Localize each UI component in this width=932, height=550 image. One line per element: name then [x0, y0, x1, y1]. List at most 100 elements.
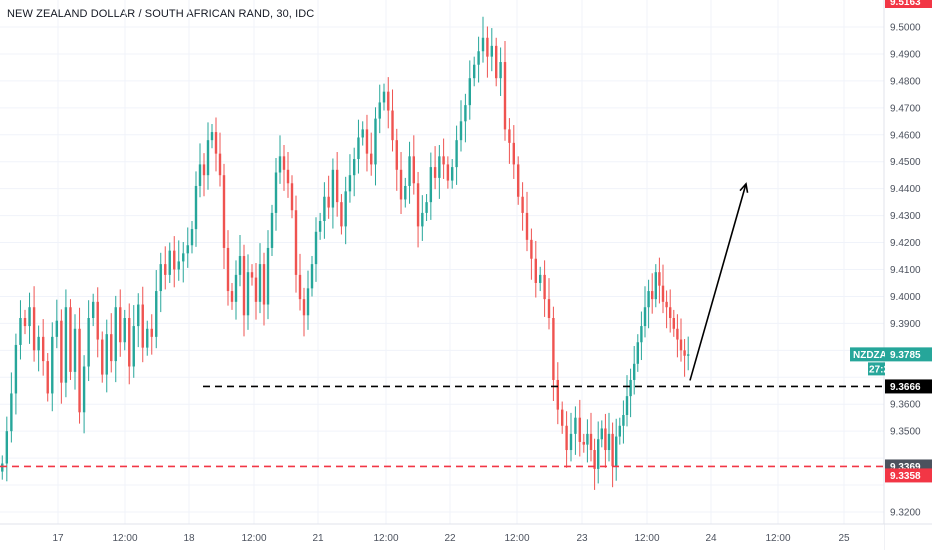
candle-body	[683, 350, 686, 356]
candle-body	[378, 102, 381, 119]
price-axis[interactable]: 9.5000 9.4900 9.4800 9.4700 9.4600 9.4500 9.44…	[850, 0, 932, 550]
x-tick-label: 12:00	[765, 533, 790, 544]
candle-body	[433, 167, 437, 178]
candle-body	[146, 328, 149, 348]
candle-body	[416, 183, 420, 227]
candle-body	[155, 291, 158, 337]
time-axis-bg	[0, 524, 884, 550]
candle-body	[556, 379, 559, 410]
candle-body	[202, 164, 206, 176]
candle-body	[404, 185, 407, 200]
candle-body	[128, 318, 131, 367]
x-tick-label: 12:00	[112, 533, 137, 544]
x-tick-label: 12:00	[241, 533, 266, 544]
candle-body	[218, 153, 222, 176]
candle-body	[586, 433, 589, 445]
candle-body	[310, 264, 314, 289]
candle-body	[186, 245, 189, 254]
candle-body	[499, 62, 502, 79]
candle-body	[534, 258, 537, 283]
candle-body	[451, 167, 454, 181]
candle-body	[286, 169, 290, 184]
candle-body	[340, 202, 343, 227]
symbol-badge-label: NZDZAR	[853, 350, 895, 361]
candle-body	[87, 318, 90, 367]
candle-body	[495, 45, 498, 79]
candle-body	[615, 436, 618, 467]
candle-body	[521, 196, 524, 213]
countdown-label: 27:27	[869, 364, 895, 375]
candle-body	[23, 318, 27, 327]
candle-body	[306, 288, 310, 316]
candle-body	[539, 274, 542, 283]
candle-body	[633, 363, 636, 380]
x-tick-label: 21	[312, 533, 324, 544]
y-tick-label: 9.4900	[890, 49, 921, 60]
candle-body	[442, 156, 445, 165]
candle-body	[651, 291, 654, 300]
candle-body	[78, 328, 81, 413]
candle-body	[190, 229, 194, 246]
level-badge-red	[885, 468, 932, 483]
candle-body	[101, 339, 104, 375]
candle-body	[37, 336, 40, 351]
candle-body	[278, 156, 282, 173]
candle-body	[318, 221, 322, 232]
time-axis[interactable]: 17 12:00 18 12:00 21 12:00 22 12:00 23 12:00 24 12:…	[0, 523, 932, 550]
level-label-gray: 9.3369	[890, 462, 921, 473]
candle-body	[589, 433, 593, 451]
candle-body	[141, 304, 144, 348]
candle-body	[150, 328, 153, 337]
candle-body	[73, 328, 77, 372]
x-tick-label: 17	[52, 533, 64, 544]
candle-body	[82, 366, 86, 413]
candle-body	[425, 202, 428, 213]
top-price-badge	[885, 0, 932, 8]
candle-body	[399, 169, 403, 200]
candle-body	[647, 291, 650, 308]
grid	[0, 0, 884, 524]
candle-body	[230, 291, 234, 302]
candle-body	[238, 256, 242, 275]
candle-body	[607, 433, 611, 451]
candle-body	[182, 253, 185, 262]
candle-body	[132, 326, 135, 367]
candle-body	[242, 256, 246, 316]
candle-body	[455, 140, 458, 168]
candle-body	[481, 37, 485, 52]
candle-body	[361, 129, 364, 138]
candle-body	[352, 159, 356, 176]
candle-body	[254, 277, 258, 302]
candle-body	[625, 396, 629, 415]
candle-body	[382, 91, 386, 103]
candle-body	[565, 425, 568, 451]
candle-body	[582, 441, 585, 445]
candle-body	[28, 307, 31, 327]
candle-body	[503, 62, 507, 130]
candle-body	[177, 261, 180, 270]
candle-body	[327, 196, 330, 208]
candle-body	[222, 175, 226, 248]
y-tick-label: 9.3900	[890, 319, 921, 330]
candle-body	[676, 328, 679, 340]
candle-body	[552, 318, 555, 380]
chart-title: NEW ZEALAND DOLLAR / SOUTH AFRICAN RAND,…	[7, 8, 315, 20]
candle-body	[173, 250, 176, 270]
y-tick-label: 9.3600	[890, 400, 921, 411]
candle-body	[408, 156, 411, 186]
candle-body	[164, 264, 167, 275]
candle-body	[335, 169, 339, 203]
candle-body	[314, 231, 318, 265]
candle-body	[105, 334, 108, 375]
candle-body	[168, 250, 171, 275]
candle-body	[490, 45, 493, 57]
candle-body	[578, 417, 581, 442]
countdown-badge	[868, 362, 885, 376]
candle-body	[446, 164, 450, 181]
candle-body	[643, 307, 647, 327]
candle-body	[395, 140, 398, 170]
candle-body	[41, 336, 45, 362]
candle-body	[137, 304, 140, 327]
